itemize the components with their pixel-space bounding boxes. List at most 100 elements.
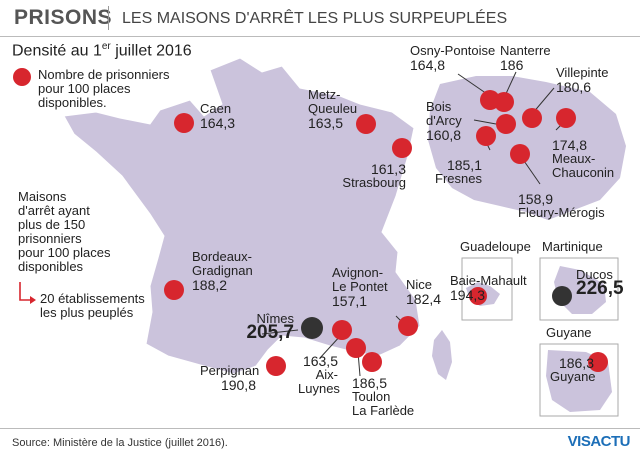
prison-value: 190,8 bbox=[220, 377, 256, 393]
prison-label-nice: Nice 182,4 bbox=[406, 277, 442, 307]
prison-value: 161,3 bbox=[370, 161, 406, 177]
prison-value: 158,9 bbox=[518, 191, 554, 207]
corsica-shape bbox=[432, 330, 452, 380]
prison-name: Osny-Pontoise bbox=[410, 43, 496, 58]
prison-marker-meaux-chauconin bbox=[556, 108, 576, 128]
prison-marker-toulon-la-farlede bbox=[362, 352, 382, 372]
source-note: Source: Ministère de la Justice (juillet… bbox=[12, 437, 228, 449]
prison-label-avignon-le-pontet: Avignon- Le Pontet 157,1 bbox=[332, 265, 388, 309]
prison-value: 174,8 bbox=[552, 137, 588, 153]
legend-dot-label: Nombre de prisonniers pour 100 places di… bbox=[38, 68, 170, 110]
legend-line: pour 100 places bbox=[18, 245, 111, 260]
legend-line: d'arrêt ayant bbox=[18, 203, 90, 218]
prison-label-nanterre: Nanterre 186 bbox=[500, 44, 551, 73]
title-separator bbox=[108, 6, 109, 30]
prison-name: Toulon bbox=[352, 389, 391, 404]
prison-marker-perpignan bbox=[266, 356, 286, 376]
prison-name: Le Pontet bbox=[332, 279, 388, 294]
prison-value: 157,1 bbox=[332, 293, 368, 309]
guyane-inset-frame bbox=[539, 343, 619, 417]
prison-value: 164,8 bbox=[410, 57, 446, 73]
prison-name: Bois bbox=[426, 99, 452, 114]
prison-value: 205,7 bbox=[246, 322, 294, 343]
legend-line: disponibles. bbox=[38, 95, 107, 110]
prison-name: Villepinte bbox=[556, 65, 609, 80]
prison-label-strasbourg: 161,3 Strasbourg bbox=[342, 162, 406, 190]
legend-line: les plus peuplés bbox=[40, 305, 134, 320]
prison-name: Caen bbox=[200, 101, 232, 116]
martinique-inset-frame bbox=[539, 257, 619, 321]
density-suffix: juillet 2016 bbox=[110, 42, 192, 60]
prison-marker-aix-luynes bbox=[346, 338, 366, 358]
prison-value: 186,5 bbox=[352, 375, 388, 391]
header: PRISONS LES MAISONS D'ARRÊT LES PLUS SUR… bbox=[0, 0, 640, 37]
prison-marker-bois-d-arcy bbox=[476, 126, 496, 146]
prison-name: La Farlède bbox=[352, 403, 415, 418]
prison-value: 164,3 bbox=[200, 115, 236, 131]
prison-marker-guyane bbox=[588, 352, 608, 372]
prison-label-bordeaux-gradignan: Bordeaux- Gradignan 188,2 bbox=[192, 249, 253, 293]
prison-label-osny-pontoise: Osny-Pontoise 164,8 bbox=[410, 43, 496, 73]
prison-label-fleury-merogis: 158,9 Fleury-Mérogis bbox=[518, 192, 605, 220]
prison-value: 163,5 bbox=[308, 115, 344, 131]
prison-marker-bordeaux-gradignan bbox=[164, 280, 184, 300]
prison-name: Gradignan bbox=[192, 263, 253, 278]
prison-name: Aix- bbox=[315, 367, 338, 382]
density-prefix: Densité au 1 bbox=[12, 42, 102, 60]
prison-value: 180,6 bbox=[556, 79, 592, 95]
prison-value: 226,5 bbox=[576, 278, 624, 299]
prison-name: Bordeaux- bbox=[192, 249, 252, 264]
prison-label-fresnes: 185,1 Fresnes bbox=[430, 158, 482, 186]
legend-line: pour 100 places bbox=[38, 81, 131, 96]
prison-name: d'Arcy bbox=[426, 113, 462, 128]
legend-line: 20 établissements bbox=[40, 291, 145, 306]
legend-dot-marker bbox=[13, 68, 31, 86]
prison-marker-caen bbox=[174, 113, 194, 133]
prison-name: Guyane bbox=[550, 369, 596, 384]
prison-value: 186 bbox=[500, 57, 524, 73]
legend-threshold-label: Maisons d'arrêt ayant plus de 150 prison… bbox=[18, 190, 111, 274]
prison-name: Baie-Mahault bbox=[450, 273, 527, 288]
prison-name: Nîmes bbox=[256, 311, 294, 326]
legend-count-label: 20 établissements les plus peuplés bbox=[40, 292, 145, 320]
footer: Source: Ministère de la Justice (juillet… bbox=[0, 428, 640, 457]
page-title: PRISONS bbox=[14, 6, 113, 29]
visactu-logo: VISACTU bbox=[567, 433, 631, 450]
prison-value: 185,1 bbox=[446, 157, 482, 173]
prison-marker-baie-mahault bbox=[469, 287, 487, 305]
prison-label-guyane: 186,3 Guyane bbox=[550, 356, 596, 384]
prison-marker-nanterre bbox=[494, 92, 514, 112]
prison-label-toulon-la-farlede: 186,5 Toulon La Farlède bbox=[352, 376, 414, 418]
prison-name: Avignon- bbox=[332, 265, 384, 280]
prison-name: Fresnes bbox=[435, 171, 482, 186]
prison-value: 160,8 bbox=[426, 127, 462, 143]
prison-name: Perpignan bbox=[200, 363, 260, 378]
prison-marker-fleury-merogis bbox=[510, 144, 530, 164]
prison-label-metz-queuleu: Metz- Queuleu 163,5 bbox=[308, 88, 357, 131]
prison-marker-metz-queuleu bbox=[356, 114, 376, 134]
threshold-arrow bbox=[19, 282, 30, 301]
inset-title-guyane: Guyane bbox=[546, 325, 592, 340]
inset-title-guadeloupe: Guadeloupe bbox=[460, 239, 531, 254]
prison-name: Ducos bbox=[576, 267, 613, 282]
prison-value: 182,4 bbox=[406, 291, 442, 307]
prison-name: Luynes bbox=[298, 381, 340, 396]
guadeloupe-inset-frame bbox=[461, 257, 513, 321]
prison-name: Nice bbox=[406, 277, 433, 292]
prison-value: 194,3 bbox=[450, 287, 486, 303]
page-subtitle: LES MAISONS D'ARRÊT LES PLUS SURPEUPLÉES bbox=[122, 10, 508, 27]
prison-label-meaux-chauconin: 174,8 Meaux- Chauconin bbox=[552, 138, 614, 180]
prison-label-ducos: Ducos 226,5 bbox=[576, 267, 624, 299]
prison-marker-fresnes bbox=[496, 114, 516, 134]
prison-marker-ducos bbox=[552, 286, 572, 306]
prison-marker-nice bbox=[398, 316, 418, 336]
prison-label-baie-mahault: Baie-Mahault 194,3 bbox=[450, 273, 527, 303]
prison-marker-nimes bbox=[301, 317, 323, 339]
prison-markers bbox=[13, 68, 608, 376]
inset-title-martinique: Martinique bbox=[542, 239, 603, 254]
legend-line: disponibles bbox=[18, 259, 84, 274]
prison-marker-avignon-le-pontet bbox=[332, 320, 352, 340]
prison-label-bois-d-arcy: Bois d'Arcy 160,8 bbox=[426, 99, 462, 143]
prison-name: Meaux- bbox=[552, 151, 596, 166]
